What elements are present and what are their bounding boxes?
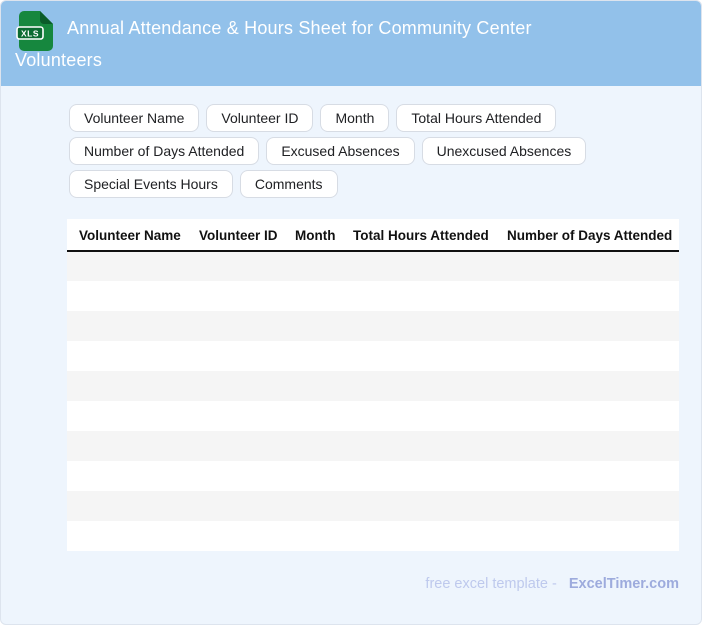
field-chip[interactable]: Total Hours Attended (396, 104, 557, 132)
page-title: Annual Attendance & Hours Sheet for Comm… (15, 18, 532, 70)
table-row (67, 401, 679, 431)
table-cell (495, 281, 679, 311)
table-cell (283, 341, 341, 371)
table-cell (283, 521, 341, 551)
table-cell (67, 251, 187, 281)
table-cell (187, 281, 283, 311)
table-cell (495, 251, 679, 281)
table-cell (187, 461, 283, 491)
table-cell (67, 341, 187, 371)
table-row (67, 431, 679, 461)
column-header: Month (283, 219, 341, 252)
table-cell (495, 491, 679, 521)
table-cell (495, 401, 679, 431)
table-cell (495, 431, 679, 461)
table-cell (187, 341, 283, 371)
table-cell (187, 311, 283, 341)
table-cell (283, 251, 341, 281)
footer-brand-link[interactable]: ExcelTimer.com (568, 576, 679, 592)
table-cell (341, 401, 495, 431)
table-cell (187, 491, 283, 521)
table-row (67, 251, 679, 281)
table-cell (283, 491, 341, 521)
column-header: Volunteer ID (187, 219, 283, 252)
table-cell (283, 281, 341, 311)
table-body (67, 251, 679, 551)
table-row (67, 341, 679, 371)
column-header: Total Hours Attended (341, 219, 495, 252)
table-cell (341, 491, 495, 521)
table-cell (495, 461, 679, 491)
table-cell (341, 251, 495, 281)
table-cell (67, 521, 187, 551)
table-cell (495, 521, 679, 551)
table-cell (283, 431, 341, 461)
table-cell (283, 371, 341, 401)
table-row (67, 521, 679, 551)
table-cell (67, 461, 187, 491)
table-cell (67, 371, 187, 401)
table-row (67, 281, 679, 311)
table-cell (341, 311, 495, 341)
field-chip[interactable]: Number of Days Attended (69, 137, 260, 165)
table-cell (67, 431, 187, 461)
xls-file-icon: XLS (16, 11, 53, 51)
field-chip[interactable]: Volunteer Name (69, 104, 200, 132)
table-cell (495, 311, 679, 341)
header: XLS Annual Attendance & Hours Sheet for … (1, 1, 701, 86)
table-cell (67, 401, 187, 431)
table-cell (283, 401, 341, 431)
footer: free excel template - ExcelTimer.com (1, 575, 701, 593)
table-cell (495, 371, 679, 401)
table-cell (67, 311, 187, 341)
column-header: Volunteer Name (67, 219, 187, 252)
table-header-row: Volunteer Name Volunteer ID Month Total Hou… (67, 219, 679, 252)
table-cell (187, 431, 283, 461)
table-cell (341, 281, 495, 311)
table-cell (283, 461, 341, 491)
field-chip[interactable]: Comments (239, 170, 338, 198)
table-cell (187, 401, 283, 431)
footer-label: free excel template - (425, 576, 557, 592)
table-row (67, 311, 679, 341)
table-cell (187, 371, 283, 401)
attendance-table: Volunteer Name Volunteer ID Month Total Hou… (67, 219, 679, 551)
table-cell (341, 371, 495, 401)
field-chip-list: Volunteer Name Volunteer ID Month Total Hou… (69, 104, 669, 198)
table-cell (341, 341, 495, 371)
field-chip[interactable]: Unexcused Absences (421, 137, 587, 165)
table-row (67, 461, 679, 491)
field-chip[interactable]: Volunteer ID (206, 104, 314, 132)
field-chip[interactable]: Excused Absences (266, 137, 415, 165)
field-chip[interactable]: Month (320, 104, 390, 132)
xls-icon-label: XLS (21, 29, 39, 39)
table-cell (495, 341, 679, 371)
column-header: Number of Days Attended (495, 219, 679, 252)
table-cell (283, 311, 341, 341)
table-cell (341, 431, 495, 461)
table-cell (67, 281, 187, 311)
table-cell (187, 251, 283, 281)
table-cell (341, 521, 495, 551)
table-row (67, 491, 679, 521)
table-cell (187, 521, 283, 551)
field-chip[interactable]: Special Events Hours (69, 170, 233, 198)
table-cell (341, 461, 495, 491)
table-cell (67, 491, 187, 521)
table-row (67, 371, 679, 401)
